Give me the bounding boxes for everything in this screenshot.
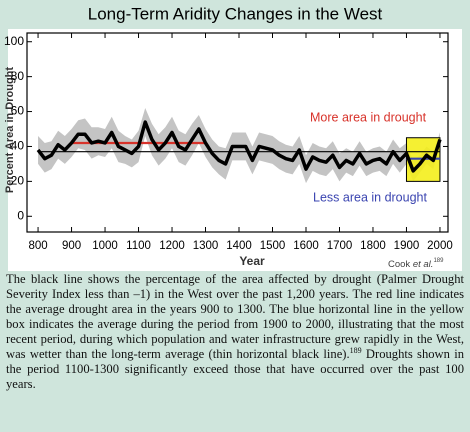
x-tick-label: 800 xyxy=(28,240,47,252)
annotation: Less area in drought xyxy=(313,190,427,204)
caption: The black line shows the percentage of t… xyxy=(6,272,464,392)
chart-title: Long-Term Aridity Changes in the West xyxy=(88,4,383,23)
credit: Cook et al.189 xyxy=(388,258,444,270)
y-tick-label: 100 xyxy=(4,34,24,48)
x-tick-label: 2000 xyxy=(427,240,453,252)
x-tick-label: 1500 xyxy=(260,240,286,252)
axes-frame xyxy=(26,32,449,233)
credit-sup: 189 xyxy=(433,258,444,264)
data-line xyxy=(36,120,442,173)
credit-italic: et al. xyxy=(413,259,434,270)
y-tick-label: 0 xyxy=(17,208,24,222)
y-tick-label: 40 xyxy=(11,139,25,153)
x-tick-label: 1900 xyxy=(394,240,420,252)
y-axis-label: Percent Area in Drought xyxy=(4,67,16,193)
x-tick-label: 1600 xyxy=(293,240,319,252)
caption-text: Droughts shown in the period 1100-1300 s… xyxy=(6,347,464,391)
caption-sup: 189 xyxy=(349,345,362,355)
x-tick-label: 1100 xyxy=(126,240,151,252)
y-tick-label: 80 xyxy=(11,69,25,83)
x-tick-label: 1400 xyxy=(226,240,252,252)
x-tick-label: 1200 xyxy=(159,240,185,252)
x-tick-label: 1700 xyxy=(327,240,353,252)
chart: Long-Term Aridity Changes in the West Ye… xyxy=(4,4,462,271)
y-tick-label: 20 xyxy=(11,174,25,188)
x-tick-label: 1800 xyxy=(360,240,386,252)
x-tick-label: 1300 xyxy=(193,240,219,252)
caption-text: The black line shows the percentage of t… xyxy=(6,272,464,361)
credit-text: Cook xyxy=(388,259,413,270)
x-axis-label: Year xyxy=(239,254,265,268)
x-tick-label: 900 xyxy=(62,240,81,252)
annotation: More area in drought xyxy=(310,110,427,124)
y-tick-label: 60 xyxy=(11,104,25,118)
x-tick-label: 1000 xyxy=(92,240,118,252)
